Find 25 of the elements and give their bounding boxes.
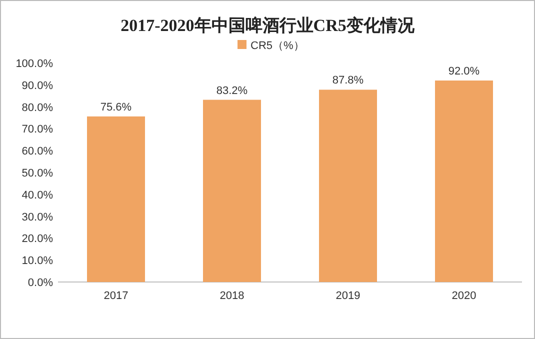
y-tick-label: 40.0%	[22, 189, 54, 202]
x-tick-label: 2020	[452, 290, 476, 302]
y-tick-label: 80.0%	[22, 102, 54, 114]
data-label: 75.6%	[100, 101, 132, 114]
bar	[87, 116, 145, 282]
y-tick-label: 100.0%	[16, 58, 54, 70]
data-label: 92.0%	[448, 66, 480, 78]
chart-title: 2017-2020年中国啤酒行业CR5变化情况	[120, 16, 416, 35]
x-tick-label: 2017	[104, 290, 128, 302]
y-tick-label: 20.0%	[22, 233, 54, 246]
y-tick-label: 90.0%	[22, 80, 54, 92]
x-tick-label: 2018	[220, 290, 244, 302]
bar	[435, 80, 493, 282]
y-tick-label: 30.0%	[22, 211, 54, 224]
legend-label: CR5（%）	[250, 40, 304, 52]
y-tick-label: 60.0%	[22, 146, 54, 158]
y-tick-label: 10.0%	[22, 255, 54, 268]
data-label: 87.8%	[332, 74, 364, 87]
x-tick-label: 2019	[336, 290, 360, 302]
data-label: 83.2%	[216, 84, 248, 97]
bar	[203, 100, 261, 282]
y-tick-label: 70.0%	[22, 124, 54, 136]
bar	[319, 90, 377, 282]
y-tick-label: 0.0%	[28, 277, 54, 289]
y-tick-label: 50.0%	[22, 168, 54, 180]
